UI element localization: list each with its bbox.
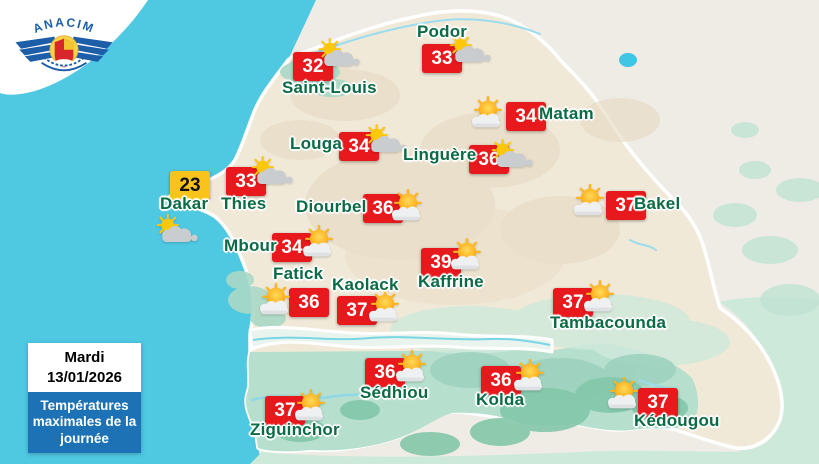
gambia-river bbox=[252, 336, 551, 346]
city-name-label: Tambacounda bbox=[550, 313, 667, 332]
lake bbox=[619, 53, 637, 67]
sun-with-cloud-icon bbox=[386, 189, 430, 224]
temperature-value: 37 bbox=[638, 388, 678, 417]
city-name-label: Kolda bbox=[476, 390, 525, 409]
temperature-value: 23 bbox=[170, 171, 210, 200]
temperature-value: 36 bbox=[481, 366, 521, 395]
city-name-label: Louga bbox=[290, 134, 342, 153]
logo-cloud bbox=[54, 59, 74, 67]
sun-with-cloud-icon bbox=[508, 359, 552, 394]
sun-with-cloud-icon bbox=[445, 238, 489, 273]
date-box: Mardi 13/01/2026 bbox=[28, 343, 141, 392]
logo-wings bbox=[15, 36, 113, 62]
caption-box: Températures maximales de la journée bbox=[28, 392, 141, 454]
temperature-value: 37 bbox=[337, 296, 377, 325]
temperature-value: 34 bbox=[506, 102, 546, 131]
city-name-label: Fatick bbox=[273, 264, 324, 283]
sun-behind-cloud-icon bbox=[316, 38, 360, 73]
temperature-value: 36 bbox=[289, 288, 329, 317]
sun-with-cloud-icon bbox=[578, 280, 622, 315]
sun-behind-cloud-icon bbox=[363, 124, 407, 159]
city-name-label: Diourbel bbox=[296, 197, 367, 216]
temperature-value: 32 bbox=[293, 52, 333, 81]
date-label: 13/01/2026 bbox=[46, 368, 123, 386]
sun-behind-cloud-icon bbox=[154, 214, 198, 249]
neighbor-land-south bbox=[250, 297, 819, 464]
city-name-label: Thies bbox=[221, 194, 267, 213]
city-name-label: Kaolack bbox=[332, 275, 399, 294]
anacim-logo-text: ANACIM bbox=[31, 15, 97, 36]
gambia-strip bbox=[248, 325, 554, 354]
day-label: Mardi bbox=[64, 349, 105, 366]
temperature-value: 36 bbox=[365, 358, 405, 387]
sun-behind-cloud-icon bbox=[249, 156, 293, 191]
sun-with-cloud-icon bbox=[254, 283, 298, 318]
city-name-label: Kédougou bbox=[634, 411, 720, 430]
city-name-label: Dakar bbox=[160, 194, 209, 213]
logo-laurel bbox=[41, 56, 87, 72]
logo-shield-quarter bbox=[64, 38, 74, 50]
sun-with-cloud-icon bbox=[568, 184, 612, 219]
map-texture-patches-east bbox=[713, 122, 819, 316]
city-name-label: Linguère bbox=[403, 145, 477, 164]
city-name-label: Mbour bbox=[224, 236, 277, 255]
temperature-value: 33 bbox=[226, 167, 266, 196]
city-name-label: Sédhiou bbox=[360, 383, 429, 402]
sun-with-cloud-icon bbox=[289, 389, 333, 424]
temperature-value: 37 bbox=[606, 191, 646, 220]
sun-with-cloud-icon bbox=[602, 377, 646, 412]
sun-with-cloud-icon bbox=[363, 290, 407, 325]
sun-behind-cloud-icon bbox=[489, 139, 533, 174]
city-name-label: Podor bbox=[417, 22, 468, 41]
anacim-logo: ANACIM bbox=[15, 15, 113, 72]
sun-with-cloud-icon bbox=[297, 225, 341, 260]
sun-with-cloud-icon bbox=[466, 96, 510, 131]
city-name-label: Matam bbox=[539, 104, 594, 123]
info-panel: Mardi 13/01/2026 Températures maximales … bbox=[28, 343, 141, 454]
city-name-label: Saint-Louis bbox=[282, 78, 377, 97]
city-name-label: Bakel bbox=[634, 194, 681, 213]
sun-with-cloud-icon bbox=[390, 350, 434, 385]
city-name-label: Kaffrine bbox=[418, 272, 484, 291]
city-name-label: Ziguinchor bbox=[250, 420, 340, 439]
